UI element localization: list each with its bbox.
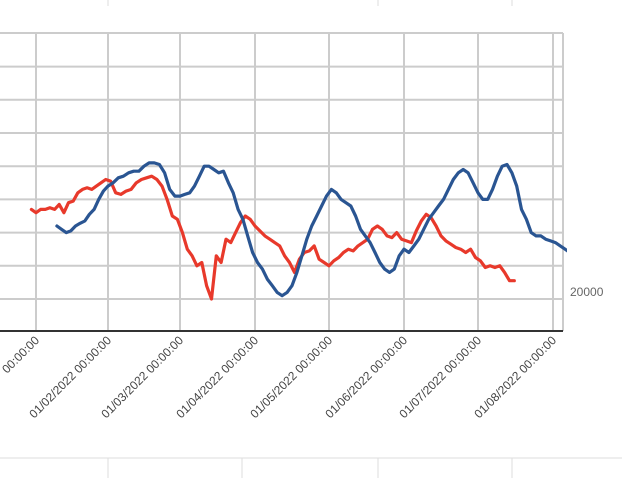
x-tick-label: 01/03/2022 00:00:00 — [98, 333, 186, 421]
grid — [0, 32, 564, 331]
y-tick-label: 20000 — [570, 285, 604, 299]
x-tick-label: 01/05/2022 00:00:00 — [247, 333, 335, 421]
x-tick-label: 01/04/2022 00:00:00 — [173, 333, 261, 421]
top-frame-lines — [107, 0, 513, 6]
x-tick-label: 00:00:00 — [0, 333, 42, 376]
x-tick-label: 01/07/2022 00:00:00 — [396, 333, 484, 421]
series-group — [29, 161, 567, 301]
x-tick-label: 01/08/2022 00:00:00 — [471, 333, 559, 421]
bottom-frame-lines — [0, 457, 622, 478]
series-line-1 — [55, 161, 567, 298]
series-line-2 — [29, 174, 516, 301]
x-tick-label: 01/06/2022 00:00:00 — [322, 333, 410, 421]
